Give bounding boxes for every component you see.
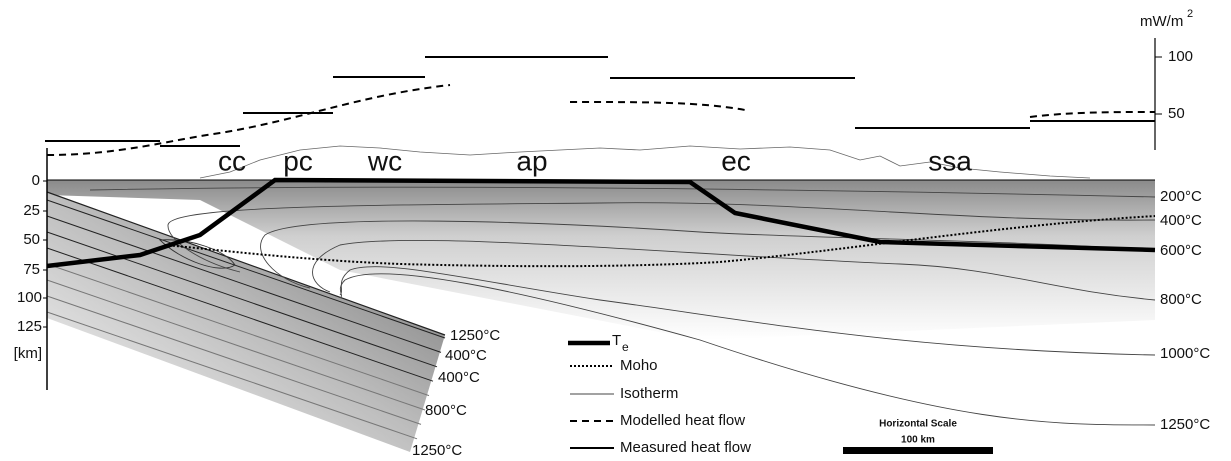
region-label: cc [218, 145, 246, 176]
slab-label: 1250°C [412, 442, 462, 459]
scale-title: Horizontal Scale [879, 419, 957, 430]
slab-label: 400°C [438, 369, 480, 386]
legend-item: Measured heat flow [620, 439, 751, 456]
heat-flow-unit: mW/m [1140, 13, 1183, 30]
modelled-heat-flow [1030, 112, 1155, 117]
depth-tick: 0 [32, 172, 40, 189]
heat-flow-tick: 100 [1168, 48, 1193, 65]
heat-flow-unit-superscript: 2 [1187, 8, 1193, 20]
isotherm-label: 800°C [1160, 291, 1202, 308]
scale-bar [843, 447, 993, 454]
depth-tick: 125 [17, 318, 42, 335]
depth-unit: [km] [14, 345, 42, 362]
isotherm-label: 1000°C [1160, 345, 1210, 362]
cross-section-diagram: mW/m 2 100 50 0 25 50 75 100 125 [km] cc… [0, 0, 1231, 461]
depth-tick: 100 [17, 289, 42, 306]
region-label: ap [516, 145, 547, 176]
isotherm-label: 400°C [1160, 212, 1202, 229]
isotherm-label: 600°C [1160, 242, 1202, 259]
slab-label: 400°C [445, 347, 487, 364]
isotherm-label: 1250°C [1160, 416, 1210, 433]
scale-length: 100 km [901, 435, 935, 446]
legend-item: Moho [620, 357, 658, 374]
drawing [43, 38, 1162, 454]
legend-item: Isotherm [620, 385, 678, 402]
region-label: ssa [928, 145, 972, 176]
isotherm-label: 200°C [1160, 188, 1202, 205]
modelled-heat-flow [570, 102, 745, 110]
region-label: ec [721, 145, 751, 176]
slab-label: 800°C [425, 402, 467, 419]
legend-te-subscript: e [622, 340, 629, 354]
depth-tick: 50 [23, 231, 40, 248]
heat-flow-tick: 50 [1168, 105, 1185, 122]
depth-tick: 25 [23, 202, 40, 219]
region-label: pc [283, 145, 313, 176]
slab-label: 1250°C [450, 327, 500, 344]
depth-tick: 75 [23, 261, 40, 278]
legend-te: T [612, 332, 621, 349]
legend-item: Modelled heat flow [620, 412, 745, 429]
region-label: wc [367, 145, 402, 176]
